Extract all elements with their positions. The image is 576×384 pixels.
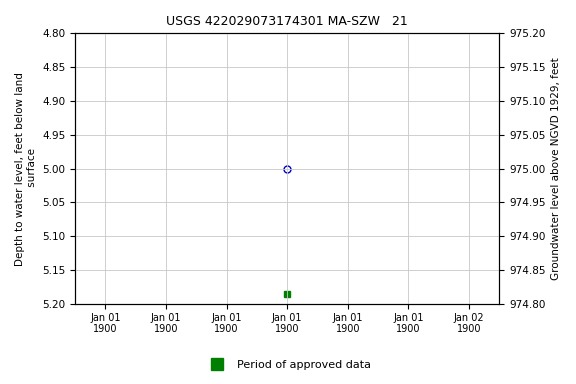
Legend: Period of approved data: Period of approved data	[201, 356, 375, 375]
Title: USGS 422029073174301 MA-SZW   21: USGS 422029073174301 MA-SZW 21	[166, 15, 408, 28]
Y-axis label: Groundwater level above NGVD 1929, feet: Groundwater level above NGVD 1929, feet	[551, 57, 561, 280]
Y-axis label: Depth to water level, feet below land
 surface: Depth to water level, feet below land su…	[15, 72, 37, 265]
